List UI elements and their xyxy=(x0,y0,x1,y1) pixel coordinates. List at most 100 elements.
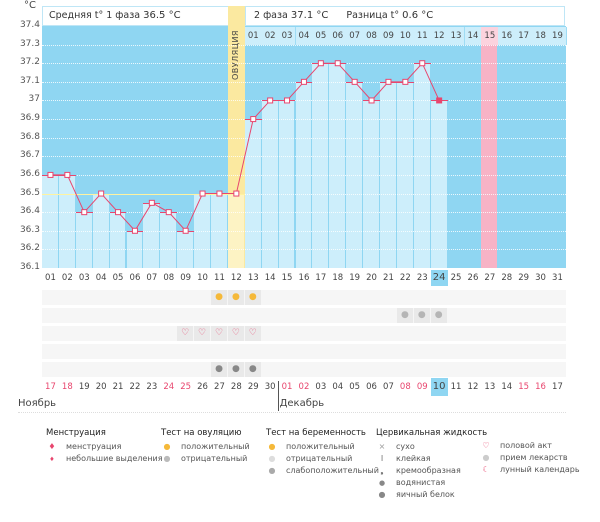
legend-menstruation: Менструация ♦ менструация ♦ небольшие выде… xyxy=(46,428,163,465)
temperature-bar xyxy=(42,174,58,268)
sun-icon: ● xyxy=(211,290,227,305)
temperature-bar xyxy=(278,100,295,268)
cycle-day-label[interactable]: 07 xyxy=(146,273,158,283)
cycle-day-label[interactable]: 31 xyxy=(552,273,563,283)
cycle-day-label[interactable]: 30 xyxy=(535,273,546,283)
cycle-day-label[interactable]: 24 xyxy=(430,270,448,286)
cycle-day-label[interactable]: 25 xyxy=(450,273,462,283)
date-label[interactable]: 23 xyxy=(146,382,158,392)
legend-item: клейкая xyxy=(396,454,431,463)
date-label[interactable]: 07 xyxy=(383,382,394,392)
date-label[interactable]: 08 xyxy=(399,382,411,392)
date-label[interactable]: 25 xyxy=(180,382,192,392)
date-label[interactable]: 21 xyxy=(112,382,124,392)
blood-drop-icon: ♦ xyxy=(49,456,55,463)
cycle-day-label[interactable]: 27 xyxy=(484,273,496,283)
date-label[interactable]: 05 xyxy=(349,382,361,392)
date-label[interactable]: 29 xyxy=(247,382,259,392)
cycle-day-label[interactable]: 03 xyxy=(78,273,90,283)
temperature-point[interactable] xyxy=(64,171,71,178)
temperature-point[interactable] xyxy=(233,190,240,197)
gridline xyxy=(42,230,566,232)
temperature-point[interactable] xyxy=(47,171,54,178)
temperature-point[interactable] xyxy=(267,97,274,104)
date-label[interactable]: 28 xyxy=(230,382,242,392)
cycle-day-label[interactable]: 16 xyxy=(298,273,310,283)
cycle-day-label[interactable]: 21 xyxy=(383,273,394,283)
drop-icon: ● xyxy=(211,362,227,377)
cycle-day-label[interactable]: 19 xyxy=(349,273,361,283)
date-label[interactable]: 20 xyxy=(95,382,107,392)
date-label[interactable]: 24 xyxy=(163,382,175,392)
temperature-point[interactable] xyxy=(98,190,105,197)
date-label[interactable]: 14 xyxy=(501,382,513,392)
temperature-point[interactable] xyxy=(402,78,409,85)
temperature-point[interactable] xyxy=(115,209,122,216)
cycle-day-label[interactable]: 28 xyxy=(501,273,513,283)
y-tick-label: 36.6 xyxy=(19,168,40,179)
date-label[interactable]: 10 xyxy=(430,378,448,396)
date-label[interactable]: 11 xyxy=(450,382,462,392)
temperature-point[interactable] xyxy=(131,227,138,234)
cycle-day-label[interactable]: 05 xyxy=(112,273,124,283)
y-tick-label: 37.3 xyxy=(19,38,40,49)
legend-pregnancy-test: Тест на беременность ● положительный ● отр… xyxy=(266,428,379,477)
date-label[interactable]: 03 xyxy=(315,382,327,392)
temperature-point[interactable] xyxy=(182,227,189,234)
cycle-day-label[interactable]: 18 xyxy=(332,273,344,283)
date-label[interactable]: 27 xyxy=(214,382,225,392)
date-label[interactable]: 18 xyxy=(61,382,73,392)
grey-sun-icon: ● xyxy=(163,454,171,463)
cycle-day-label[interactable]: 12 xyxy=(230,273,242,283)
temperature-point[interactable] xyxy=(334,60,341,67)
date-label[interactable]: 17 xyxy=(45,382,56,392)
legend-item: прием лекарств xyxy=(500,453,568,462)
temperature-point[interactable] xyxy=(300,78,307,85)
cycle-day-label[interactable]: 23 xyxy=(416,273,428,283)
date-label[interactable]: 13 xyxy=(484,382,496,392)
cycle-day-label[interactable]: 14 xyxy=(264,273,276,283)
cycle-day-label[interactable]: 09 xyxy=(180,273,192,283)
temperature-point[interactable] xyxy=(368,97,375,104)
temperature-point[interactable] xyxy=(284,97,291,104)
temperature-point[interactable] xyxy=(199,190,206,197)
temperature-point[interactable] xyxy=(250,116,257,123)
date-label[interactable]: 12 xyxy=(467,382,479,392)
cycle-day-label[interactable]: 08 xyxy=(163,273,175,283)
date-label[interactable]: 01 xyxy=(281,382,293,392)
phase2-summary: 2 фаза 37.1 °C Разница t° 0.6 °C xyxy=(245,6,565,26)
temperature-point[interactable] xyxy=(148,199,155,206)
cycle-day-label[interactable]: 22 xyxy=(399,273,411,283)
cycle-day-label[interactable]: 11 xyxy=(214,273,225,283)
temperature-point[interactable] xyxy=(385,78,392,85)
date-label[interactable]: 16 xyxy=(535,382,546,392)
date-label[interactable]: 22 xyxy=(129,382,141,392)
date-label[interactable]: 09 xyxy=(416,382,428,392)
temperature-point[interactable] xyxy=(216,190,223,197)
date-label[interactable]: 26 xyxy=(197,382,208,392)
cycle-day-label[interactable]: 20 xyxy=(366,273,377,283)
temperature-point[interactable] xyxy=(165,209,172,216)
cycle-day-label[interactable]: 01 xyxy=(45,273,56,283)
temperature-point[interactable] xyxy=(81,209,88,216)
temperature-point[interactable] xyxy=(351,78,358,85)
date-label[interactable]: 04 xyxy=(332,382,344,392)
cycle-day-label[interactable]: 13 xyxy=(247,273,259,283)
date-label[interactable]: 19 xyxy=(78,382,90,392)
date-label[interactable]: 30 xyxy=(264,382,276,392)
temperature-point[interactable] xyxy=(436,97,443,104)
cycle-day-label[interactable]: 02 xyxy=(61,273,73,283)
date-label[interactable]: 17 xyxy=(552,382,563,392)
cycle-day-label[interactable]: 04 xyxy=(95,273,107,283)
date-label[interactable]: 15 xyxy=(518,382,530,392)
temperature-point[interactable] xyxy=(419,60,426,67)
cycle-day-label[interactable]: 26 xyxy=(467,273,479,283)
cycle-day-label[interactable]: 10 xyxy=(197,273,208,283)
cycle-day-label[interactable]: 17 xyxy=(315,273,327,283)
date-label[interactable]: 06 xyxy=(366,382,377,392)
temperature-point[interactable] xyxy=(317,60,324,67)
date-label[interactable]: 02 xyxy=(298,382,310,392)
cycle-day-label[interactable]: 29 xyxy=(518,273,530,283)
cycle-day-label[interactable]: 15 xyxy=(281,273,293,283)
cycle-day-label[interactable]: 06 xyxy=(129,273,141,283)
